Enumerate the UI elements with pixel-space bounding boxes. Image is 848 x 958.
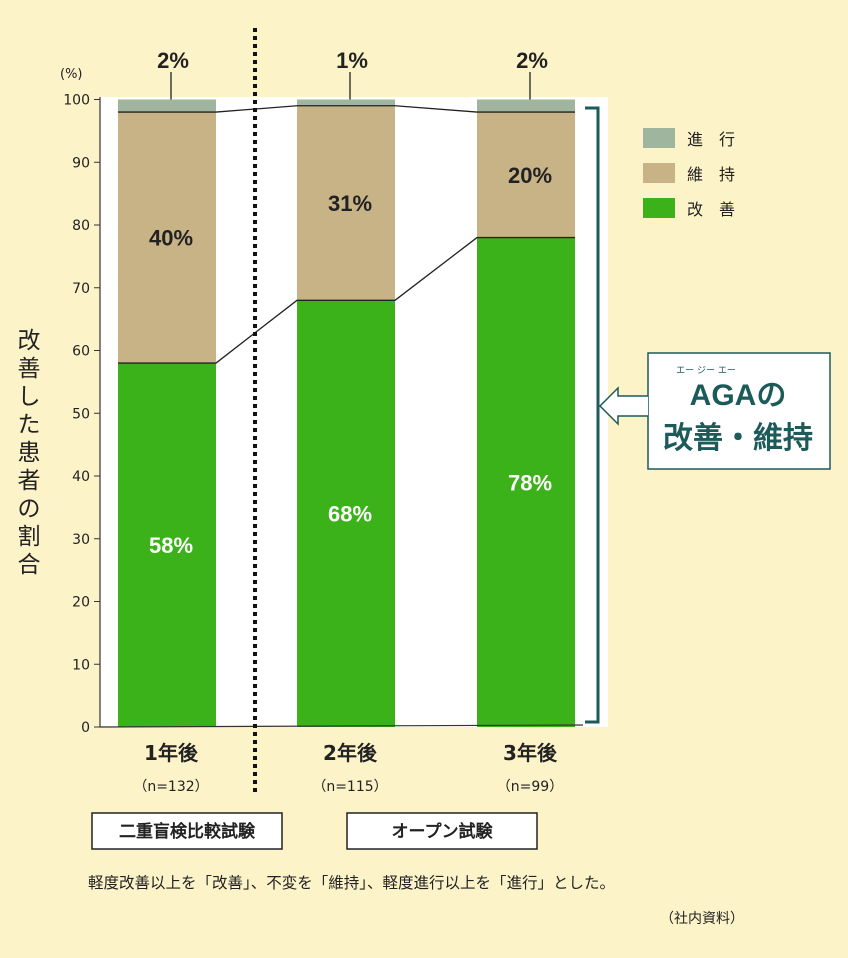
bar-1-label-2: 40% [149,226,193,251]
bar-3-label-3: 2% [516,48,548,73]
callout-arrow [598,386,648,426]
bar-1-label-1: 58% [149,533,193,558]
y-tick-label-70: 70 [72,281,90,297]
bar-2-segment-1 [297,300,395,727]
y-tick-label-10: 10 [72,657,90,673]
y-axis-title-char-1: 改 [18,328,41,354]
bar-3-label-2: 20% [508,163,552,188]
footnote: 軽度改善以上を「改善」、不変を「維持」、軽度進行以上を「進行」とした。 [88,874,615,892]
x-n-label-1: （n=132） [133,779,208,795]
y-tick-label-50: 50 [72,406,90,422]
bar-2-label-2: 31% [328,191,372,216]
y-tick-label-0: 0 [81,720,90,736]
legend-label-1: 進 行 [687,130,735,149]
x-axis [99,724,584,728]
y-axis-title-char-6: 者 [18,468,41,494]
callout-ruby: エー ジー エー [676,366,736,376]
y-tick-label-90: 90 [72,155,90,171]
bar-1-segment-1 [118,363,216,727]
legend-label-3: 改 善 [687,200,735,219]
study-box-2 [346,812,538,850]
legend-swatch-3 [643,198,675,218]
callout-line1: AGAの [690,379,787,412]
bar-1-segment-2 [118,112,216,364]
y-tick-label-20: 20 [72,595,90,611]
y-axis-title-char-5: 患 [18,440,41,466]
y-unit-label: (%) [60,67,83,82]
legend-swatch-2 [643,163,675,183]
bar-2-segment-2 [297,105,395,301]
y-axis-title-char-8: 割 [18,524,41,550]
study-label-1: 二重盲検比較試験 [119,821,256,842]
study-box-1 [91,812,283,850]
study-label-2: オープン試験 [392,821,494,842]
bar-3-segment-3 [477,99,575,113]
y-tick-label-40: 40 [72,469,90,485]
legend-label-2: 維 持 [687,165,735,184]
y-tick-label-100: 100 [63,93,90,109]
y-axis-title-char-2: 善 [18,356,41,382]
x-label-1: 1年後 [144,741,199,765]
legend-swatch-1 [643,128,675,148]
x-n-label-3: （n=99） [497,779,563,795]
x-label-3: 3年後 [503,741,558,765]
callout-line2: 改善・維持 [663,421,813,456]
y-axis-title-char-4: た [18,412,41,438]
callout-box [647,352,831,470]
bar-2-segment-3 [297,99,395,106]
y-tick-label-30: 30 [72,532,90,548]
bar-1-segment-3 [118,99,216,113]
bar-1-label-3: 2% [157,48,189,73]
bar-2-label-1: 68% [328,502,372,527]
y-tick-label-60: 60 [72,344,90,360]
y-tick-label-80: 80 [72,218,90,234]
x-label-2: 2年後 [323,741,378,765]
y-axis-title-char-9: 合 [18,552,41,578]
bar-3-segment-2 [477,112,575,238]
bracket [585,106,600,724]
bar-2-label-3: 1% [336,48,368,73]
bar-3-label-1: 78% [508,470,552,495]
y-axis-title-char-3: し [18,384,41,410]
bar-3-segment-1 [477,237,575,728]
y-axis-title-char-7: の [18,496,41,522]
source-note: （社内資料） [660,911,744,927]
x-n-label-2: （n=115） [312,779,387,795]
boundary-line-1 [118,236,575,364]
boundary-line-2 [118,105,575,113]
